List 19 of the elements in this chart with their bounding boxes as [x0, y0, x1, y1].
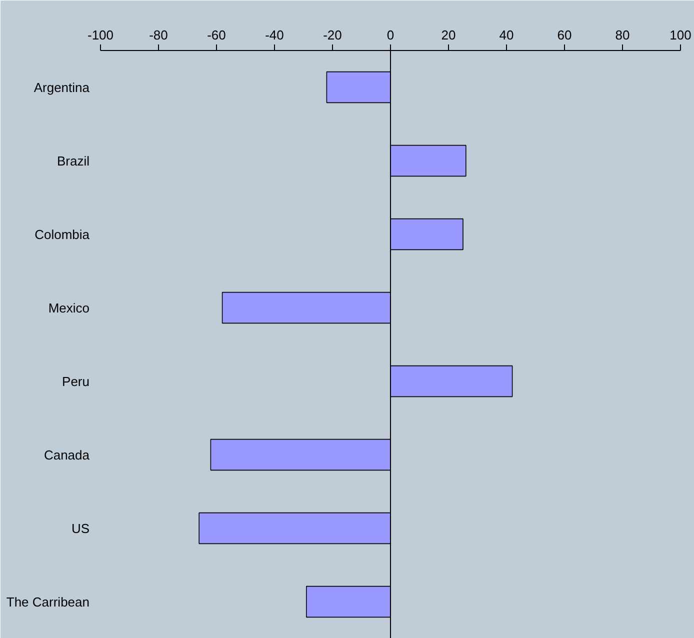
x-tick-label: -100 [87, 28, 114, 42]
y-tick-label: Argentina [34, 80, 90, 95]
y-tick-label: Peru [62, 374, 90, 389]
x-tick-label: 100 [670, 28, 692, 42]
x-tick-label: 60 [557, 28, 572, 42]
x-tick-label: -60 [207, 28, 226, 42]
x-tick-label: 0 [386, 28, 394, 42]
y-tick-label: Mexico [48, 300, 90, 316]
x-tick-label: 80 [615, 28, 630, 42]
x-tick-label: 40 [499, 28, 514, 42]
y-tick-label: Brazil [56, 153, 90, 168]
x-tick-label: 20 [441, 28, 456, 42]
x-tick-label: -20 [323, 28, 342, 42]
x-tick-label: -80 [149, 28, 168, 42]
y-tick-label: The Carribean [6, 594, 90, 610]
y-tick-label: Colombia [34, 226, 90, 242]
y-tick-label: Canada [44, 447, 90, 462]
x-tick-label: -40 [265, 28, 284, 42]
y-tick-label: US [71, 520, 90, 536]
